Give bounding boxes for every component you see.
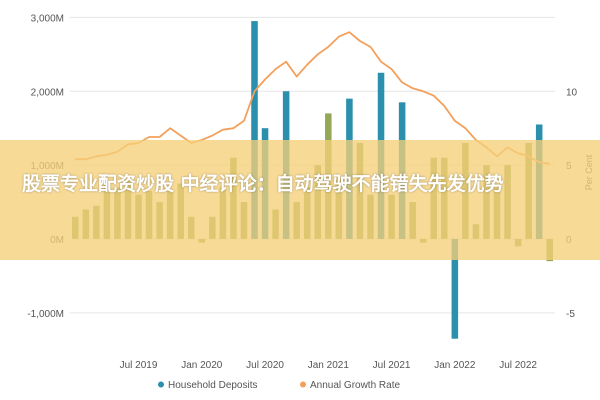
y-left-tick-label: 2,000M — [31, 87, 64, 98]
x-tick-label: Jan 2021 — [308, 360, 350, 371]
headline-text: 股票专业配资炒股 中经评论：自动驾驶不能错失先发优势 — [22, 173, 504, 195]
headline-banner — [0, 140, 600, 260]
x-tick-label: Jan 2022 — [434, 360, 476, 371]
y-right-tick-label: 10 — [566, 87, 578, 98]
line-annual-growth-rate — [75, 31, 550, 165]
x-tick-label: Jan 2020 — [181, 360, 223, 371]
legend-swatch-household-deposits — [158, 381, 164, 388]
y-left-tick-label: -1,000M — [27, 309, 64, 320]
x-tick-label: Jul 2020 — [246, 360, 284, 371]
x-tick-label: Jul 2021 — [373, 360, 411, 371]
bar-household-deposits — [251, 21, 258, 239]
legend-swatch-annual-growth-rate — [300, 381, 306, 388]
bar-household-deposits — [451, 238, 459, 339]
x-tick-label: Jul 2019 — [120, 360, 158, 371]
x-tick-label: Jul 2022 — [499, 360, 537, 371]
y-right-tick-label: -5 — [566, 309, 575, 320]
legend-label-household-deposits: Household Deposits — [168, 380, 258, 391]
legend-label-annual-growth-rate: Annual Growth Rate — [310, 380, 400, 391]
y-left-tick-label: 3,000M — [31, 13, 64, 24]
